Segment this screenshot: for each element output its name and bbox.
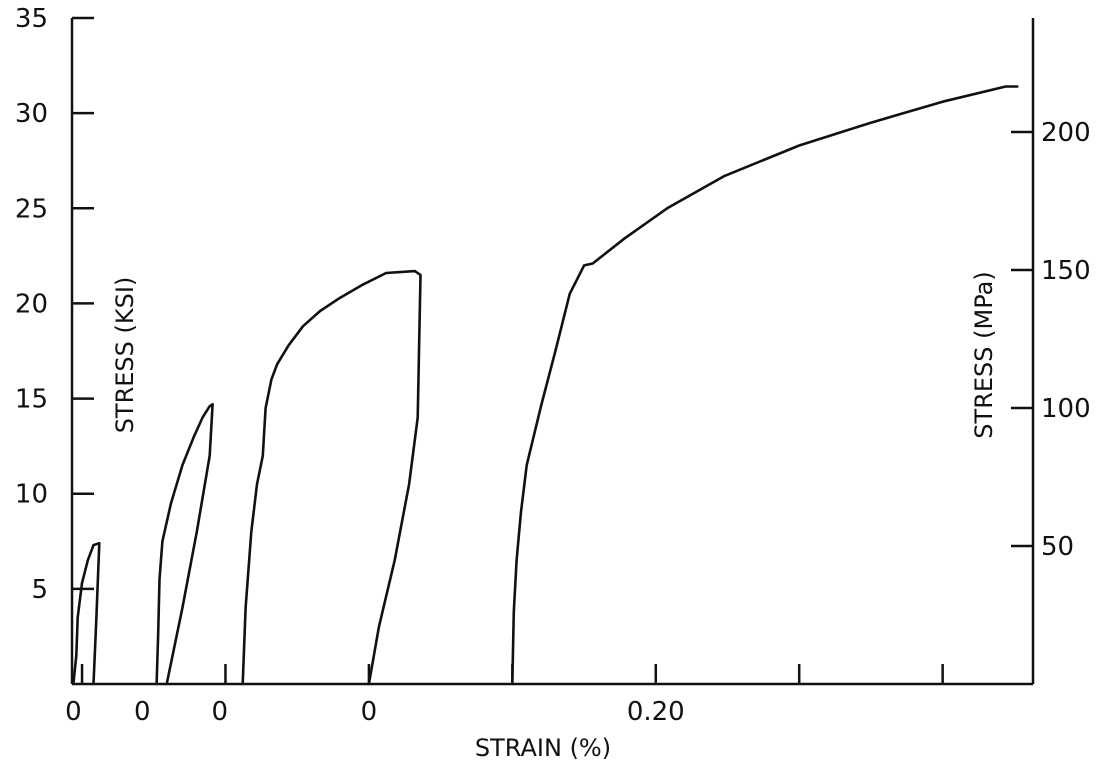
right-y-tick-label: 150 xyxy=(1041,256,1091,286)
left-y-tick-label: 25 xyxy=(15,194,48,224)
series-line-2 xyxy=(155,402,214,686)
x-tick-label: 0 xyxy=(361,697,378,727)
left-y-tick-label: 5 xyxy=(31,575,48,605)
right-y-tick-label: 200 xyxy=(1041,118,1091,148)
right-y-tick-label: 100 xyxy=(1041,394,1091,424)
right-y-axis-title: STRESS (MPa) xyxy=(970,271,998,438)
tick-labels: 5 10 15 20 25 30 35 50 100 150 200 0 0 0 0 0.20 xyxy=(15,4,1091,727)
series-line-3 xyxy=(241,269,422,686)
left-y-tick-label: 35 xyxy=(15,4,48,34)
left-y-tick-label: 20 xyxy=(15,289,48,319)
axes xyxy=(70,16,1035,686)
left-y-tick-label: 10 xyxy=(15,480,48,510)
x-tick-label: 0 xyxy=(65,697,82,727)
x-tick-label: 0.20 xyxy=(627,697,685,727)
series-line-4 xyxy=(510,85,1019,686)
series-line-1 xyxy=(72,541,101,686)
x-tick-label: 0 xyxy=(211,697,228,727)
curves xyxy=(72,85,1019,686)
x-axis-title: STRAIN (%) xyxy=(475,734,611,762)
left-y-axis-title: STRESS (KSI) xyxy=(111,277,139,434)
x-tick-label: 0 xyxy=(134,697,151,727)
right-y-tick-label: 50 xyxy=(1041,532,1074,562)
left-y-tick-label: 15 xyxy=(15,385,48,415)
left-y-tick-label: 30 xyxy=(15,99,48,129)
